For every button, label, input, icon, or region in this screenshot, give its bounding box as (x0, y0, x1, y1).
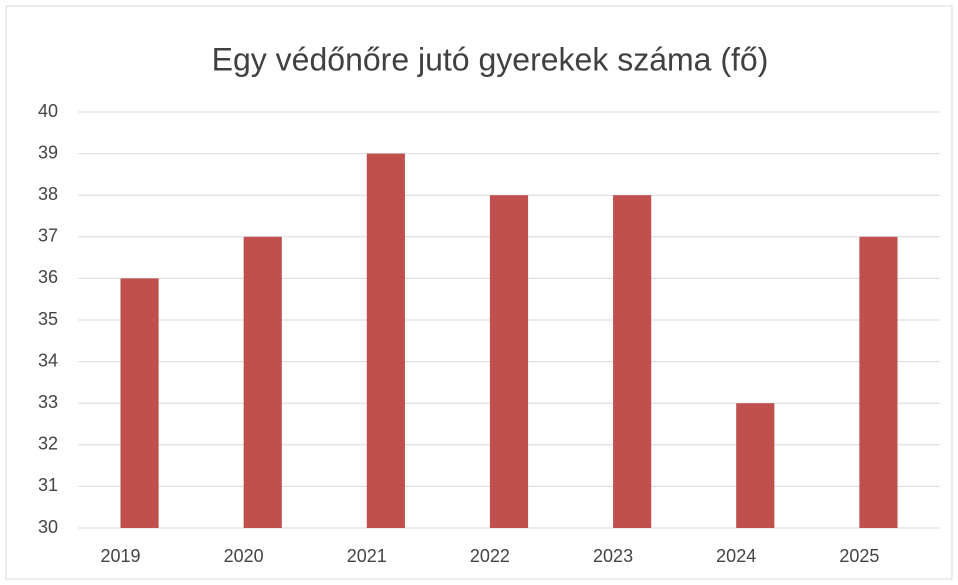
y-tick-label: 40 (38, 101, 58, 121)
x-tick-label: 2025 (839, 546, 879, 566)
y-tick-label: 34 (38, 350, 58, 370)
bar (613, 195, 652, 528)
x-tick-label: 2024 (716, 546, 756, 566)
y-tick-label: 32 (38, 434, 58, 454)
bar (120, 278, 159, 528)
chart-title: Egy védőnőre jutó gyerekek száma (fő) (212, 41, 769, 77)
bar (366, 153, 405, 528)
y-tick-label: 38 (38, 184, 58, 204)
x-tick-label: 2019 (100, 546, 140, 566)
y-tick-label: 36 (38, 267, 58, 287)
y-tick-label: 33 (38, 392, 58, 412)
bar (736, 403, 775, 528)
y-tick-label: 35 (38, 309, 58, 329)
y-tick-label: 31 (38, 475, 58, 495)
chart-border (5, 5, 953, 580)
x-tick-label: 2023 (593, 546, 633, 566)
x-tick-label: 2022 (470, 546, 510, 566)
x-tick-label: 2021 (347, 546, 387, 566)
y-tick-label: 39 (38, 142, 58, 162)
bar (489, 195, 529, 528)
bar (859, 236, 898, 529)
y-tick-label: 37 (38, 226, 58, 246)
bar (243, 236, 282, 529)
y-tick-label: 30 (38, 517, 58, 537)
x-tick-label: 2020 (224, 546, 264, 566)
